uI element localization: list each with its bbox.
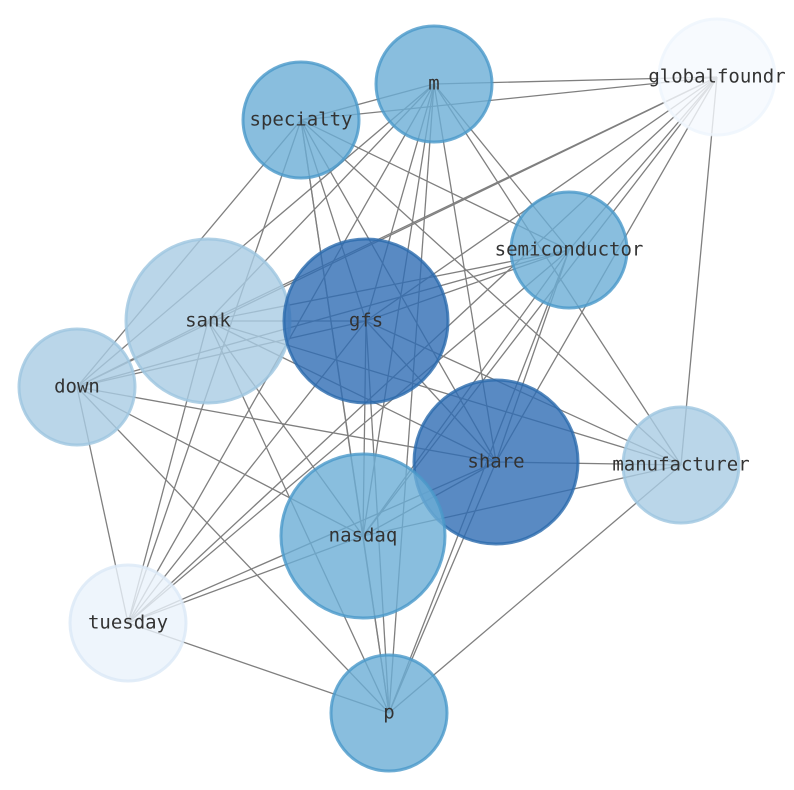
edge bbox=[300, 76, 718, 121]
node bbox=[68, 563, 188, 683]
node bbox=[374, 24, 494, 144]
edge bbox=[388, 464, 682, 714]
node bbox=[241, 60, 361, 180]
node bbox=[282, 237, 450, 405]
edge bbox=[300, 119, 682, 466]
node bbox=[279, 452, 447, 620]
edge bbox=[76, 386, 390, 714]
node-label: p bbox=[383, 702, 394, 724]
node-label: nasdaq bbox=[329, 525, 398, 547]
node-label: globalfoundr bbox=[648, 66, 785, 88]
node bbox=[509, 190, 629, 310]
node-label: down bbox=[54, 376, 100, 398]
node-label: tuesday bbox=[88, 612, 168, 634]
node-label: sank bbox=[185, 310, 231, 332]
node-label: share bbox=[467, 451, 524, 473]
node bbox=[329, 653, 449, 773]
node bbox=[657, 17, 777, 137]
nodes bbox=[17, 17, 777, 773]
node-label: specialty bbox=[250, 109, 353, 131]
node bbox=[412, 378, 580, 546]
node bbox=[17, 327, 137, 447]
labels: m globalfoundr specialty semiconductor sank g… bbox=[54, 66, 786, 724]
edge bbox=[127, 249, 570, 624]
node-label: semiconductor bbox=[495, 239, 644, 261]
node-label: gfs bbox=[349, 310, 383, 332]
node-label: manufacturer bbox=[612, 454, 749, 476]
edge bbox=[680, 76, 718, 466]
node-label: m bbox=[428, 73, 439, 95]
node bbox=[621, 405, 741, 525]
